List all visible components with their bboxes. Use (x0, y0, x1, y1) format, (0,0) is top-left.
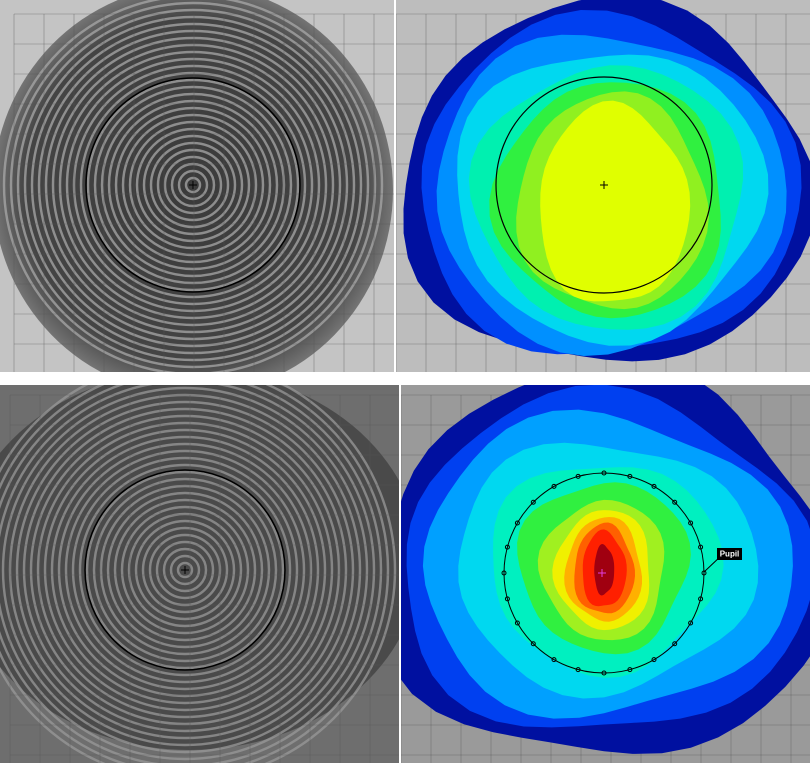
placido-ring (127, 512, 243, 628)
placido-ring (120, 505, 250, 635)
topography-map-bottom (401, 385, 810, 763)
placido-ring (2, 0, 384, 372)
placido-ring (0, 385, 390, 763)
placido-ring (149, 141, 237, 229)
pupil-point (672, 641, 678, 647)
placido-ring (65, 57, 321, 313)
topography-map-top (396, 0, 810, 372)
placido-ring (92, 477, 278, 663)
placido-ring (86, 78, 300, 292)
pupil-point (501, 570, 507, 576)
contour-band (540, 100, 691, 302)
placido-ring (106, 491, 264, 649)
placido-image-bottom (0, 385, 399, 763)
placido-ring (36, 421, 334, 719)
placido-ring (0, 385, 376, 761)
placido-ring (57, 442, 313, 698)
pupil-point (551, 483, 557, 489)
placido-ring (128, 120, 258, 250)
pupil-circle (84, 469, 286, 671)
pupil-circle (495, 76, 713, 294)
placido-ring (16, 8, 370, 362)
placido-ring (176, 561, 194, 579)
placido-ring (93, 85, 293, 285)
pupil-point (651, 483, 657, 489)
pupil-point (698, 544, 704, 550)
pupil-point (672, 499, 678, 505)
pupil-point (627, 473, 633, 479)
placido-ring (9, 1, 377, 369)
placido-ring (107, 99, 279, 271)
pupil-point (514, 520, 520, 526)
placido-ring (71, 456, 299, 684)
placido-ring (134, 519, 236, 621)
placido-ring (30, 22, 356, 348)
pupil-callout: Pupil (703, 548, 742, 573)
placido-ring (177, 169, 209, 201)
placido-ring (64, 449, 306, 691)
placido-ring (79, 71, 307, 299)
placido-ring (184, 176, 202, 194)
placido-ring (50, 435, 320, 705)
pupil-point (530, 641, 536, 647)
placido-ring (23, 15, 363, 355)
placido-ring (44, 36, 342, 334)
placido-ring (163, 155, 223, 215)
placido-ring (29, 414, 341, 726)
placido-ring (114, 106, 272, 264)
placido-ring (51, 43, 335, 327)
placido-ring (135, 127, 251, 243)
placido-ring (142, 134, 244, 236)
placido-image-top (0, 0, 394, 372)
placido-ring (22, 407, 348, 733)
placido-ring (156, 148, 230, 222)
placido-ring (141, 526, 229, 614)
pupil-point (575, 473, 581, 479)
placido-ring (0, 385, 397, 763)
pupil-point (627, 667, 633, 673)
placido-ring (43, 428, 327, 712)
pupil-point (514, 620, 520, 626)
pupil-point (601, 670, 607, 676)
pupil-point (601, 470, 607, 476)
placido-ring (162, 547, 208, 593)
placido-ring (15, 400, 355, 740)
placido-ring (155, 540, 215, 600)
placido-ring (121, 113, 265, 257)
placido-ring (1, 386, 369, 754)
placido-ring (169, 554, 201, 586)
placido-ring (78, 463, 292, 677)
pupil-circle (85, 77, 301, 293)
placido-ring (0, 385, 383, 763)
pupil-point (575, 667, 581, 673)
placido-ring (37, 29, 349, 341)
pupil-point (551, 657, 557, 663)
pupil-circle (503, 472, 705, 674)
pupil-label: Pupil (720, 550, 740, 559)
pupil-point (651, 657, 657, 663)
placido-ring (58, 50, 328, 320)
pupil-point (698, 596, 704, 602)
placido-ring (113, 498, 257, 642)
pupil-point (688, 520, 694, 526)
contour-band (594, 544, 615, 596)
placido-ring (85, 470, 285, 670)
pupil-point (688, 620, 694, 626)
pupil-point (701, 570, 707, 576)
pupil-point (504, 596, 510, 602)
placido-ring (99, 484, 271, 656)
pupil-point (530, 499, 536, 505)
pupil-point (504, 544, 510, 550)
